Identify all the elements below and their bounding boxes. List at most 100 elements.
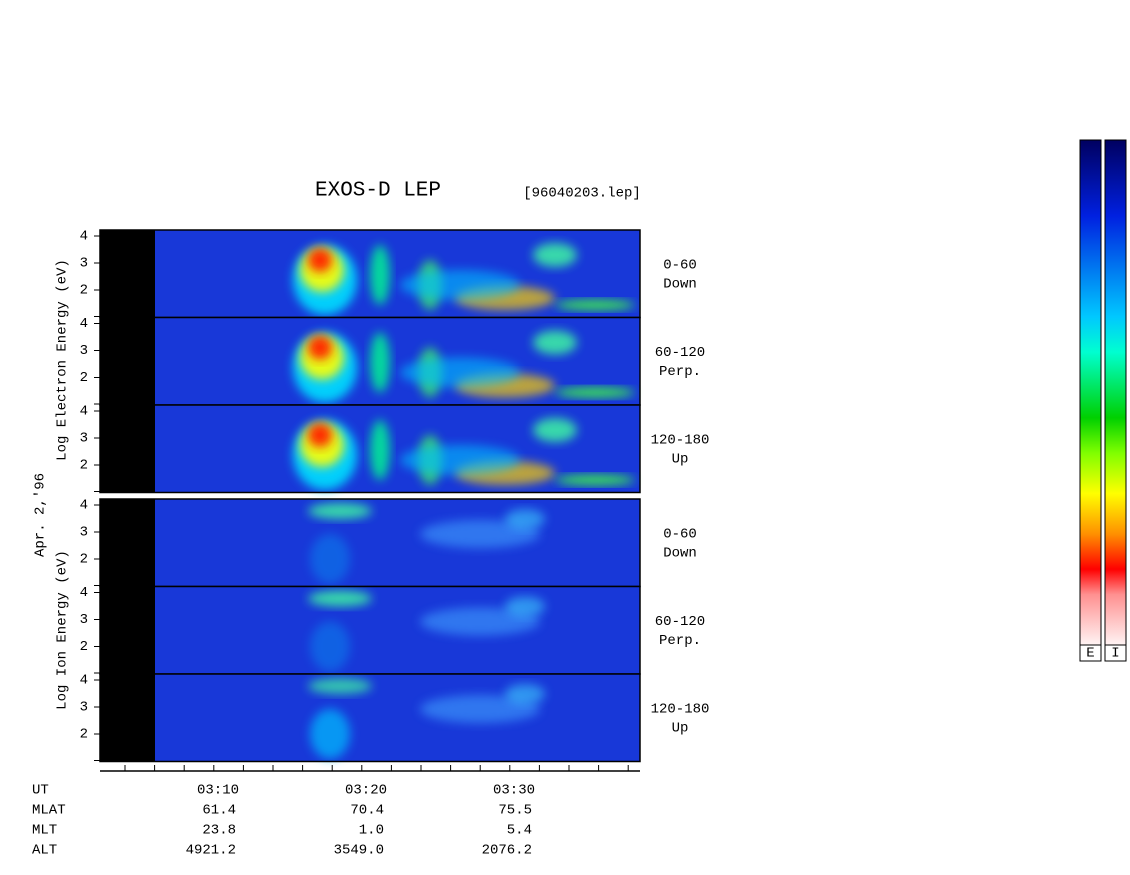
- row-value: 61.4: [202, 803, 236, 819]
- panel-frame: [99, 673, 641, 763]
- pitch-angle: 120-180: [651, 433, 710, 449]
- y-tick-label: 3: [80, 256, 88, 272]
- x-tick-label: 03:30: [493, 783, 535, 799]
- row-value: 1.0: [359, 823, 384, 839]
- row-label: MLAT: [32, 803, 66, 819]
- spectrogram-features: [308, 678, 545, 759]
- y-tick-label: 2: [80, 283, 88, 299]
- row-label: ALT: [32, 843, 57, 859]
- spectrogram-blob: [555, 387, 635, 398]
- row-value: 23.8: [202, 823, 236, 839]
- spectrogram-blob: [505, 509, 545, 529]
- spectrogram-blob: [308, 423, 332, 447]
- y-tick-label: 3: [80, 343, 88, 359]
- y-tick-label: 2: [80, 727, 88, 743]
- y-tick-label: 4: [80, 316, 88, 332]
- row-value: 4921.2: [186, 843, 236, 859]
- row-value: 75.5: [498, 803, 532, 819]
- row-value: 70.4: [350, 803, 384, 819]
- x-tick-label: 03:20: [345, 783, 387, 799]
- colorbar-label: E: [1086, 646, 1094, 662]
- spectrogram-features: [293, 418, 635, 490]
- colorbar-electron: [1079, 139, 1102, 646]
- colorbar-label-box: [1104, 644, 1127, 662]
- data-gap: [100, 586, 155, 674]
- direction: Perp.: [659, 364, 701, 380]
- y-tick-label: 3: [80, 431, 88, 447]
- data-gap: [100, 499, 155, 587]
- spectrogram-blob: [308, 503, 372, 519]
- y-tick-label: 4: [80, 498, 88, 514]
- direction: Perp.: [659, 633, 701, 649]
- y-tick-label: 3: [80, 700, 88, 716]
- data-gap: [100, 674, 155, 762]
- y-tick-label: 4: [80, 673, 88, 689]
- direction: Up: [672, 452, 689, 468]
- spectrogram-blob: [420, 520, 540, 548]
- pitch-angle: 0-60: [663, 258, 697, 274]
- spectrogram-blob: [310, 534, 350, 584]
- colorbar-label: I: [1111, 646, 1119, 662]
- spectrogram-features: [308, 590, 545, 672]
- spectrogram-blob: [308, 590, 372, 607]
- spectrogram-blob: [370, 332, 390, 393]
- spectrogram-blob: [370, 245, 390, 305]
- spectrogram-blob: [310, 621, 350, 672]
- y-tick-label: 4: [80, 404, 88, 420]
- y-tick-label: 4: [80, 585, 88, 601]
- row-label: UT: [32, 783, 49, 799]
- spectrogram-features: [308, 503, 545, 584]
- y-tick-label: 2: [80, 370, 88, 386]
- colorbars: E I: [1079, 139, 1127, 662]
- spectrogram-blob: [420, 607, 540, 636]
- file-name: [96040203.lep]: [523, 186, 641, 202]
- ion-ylabel: Log Ion Energy (eV): [55, 550, 71, 710]
- electron-ylabel: Log Electron Energy (eV): [55, 259, 71, 461]
- spectrogram-features: [293, 330, 635, 403]
- y-tick-label: 3: [80, 612, 88, 628]
- spectrogram-blob: [505, 596, 545, 617]
- row-value: 2076.2: [482, 843, 532, 859]
- row-value: 5.4: [507, 823, 532, 839]
- spectrogram-blob: [308, 248, 332, 272]
- spectrogram-blob: [400, 270, 520, 300]
- data-gap: [100, 405, 155, 493]
- row-value: 3549.0: [334, 843, 384, 859]
- pitch-angle: 0-60: [663, 527, 697, 543]
- spectrogram-blob: [370, 420, 390, 480]
- spectrogram-blob: [555, 475, 635, 485]
- date: Apr. 2,'96: [33, 473, 49, 557]
- spectrogram-blob: [533, 243, 577, 267]
- pitch-angle: 60-120: [655, 345, 705, 361]
- colorbar-ion: [1104, 139, 1127, 646]
- spectrogram-blob: [533, 418, 577, 442]
- spectrogram-blob: [308, 678, 372, 694]
- spectrogram-blob: [505, 684, 545, 704]
- spectrogram-blob: [555, 300, 635, 310]
- spectrogram-blob: [400, 445, 520, 475]
- y-tick-label: 2: [80, 552, 88, 568]
- direction: Up: [672, 721, 689, 737]
- direction: Down: [663, 546, 697, 562]
- data-gap: [100, 230, 155, 318]
- pitch-angle: 120-180: [651, 702, 710, 718]
- y-tick-label: 2: [80, 458, 88, 474]
- data-gap: [100, 317, 155, 405]
- panel-frame: [99, 404, 641, 494]
- spectrogram-blob: [310, 709, 350, 759]
- pitch-angle: 60-120: [655, 614, 705, 630]
- spectrogram-blob: [420, 695, 540, 723]
- y-tick-label: 3: [80, 525, 88, 541]
- direction: Down: [663, 277, 697, 293]
- spectrogram-blob: [533, 330, 577, 355]
- x-tick-label: 03:10: [197, 783, 239, 799]
- spectrogram-features: [293, 243, 635, 315]
- row-label: MLT: [32, 823, 57, 839]
- y-tick-label: 2: [80, 639, 88, 655]
- spectrogram-blob: [308, 335, 332, 360]
- spectrogram-blob: [400, 357, 520, 388]
- title: EXOS-D LEP: [315, 180, 441, 203]
- y-tick-label: 4: [80, 229, 88, 245]
- colorbar-label-box: [1079, 644, 1102, 662]
